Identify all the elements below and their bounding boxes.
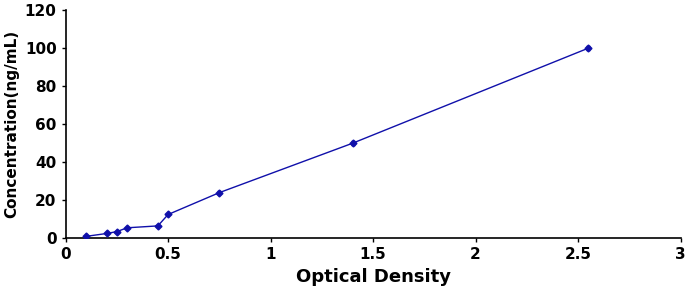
Y-axis label: Concentration(ng/mL): Concentration(ng/mL) bbox=[4, 30, 19, 218]
X-axis label: Optical Density: Optical Density bbox=[295, 268, 451, 286]
